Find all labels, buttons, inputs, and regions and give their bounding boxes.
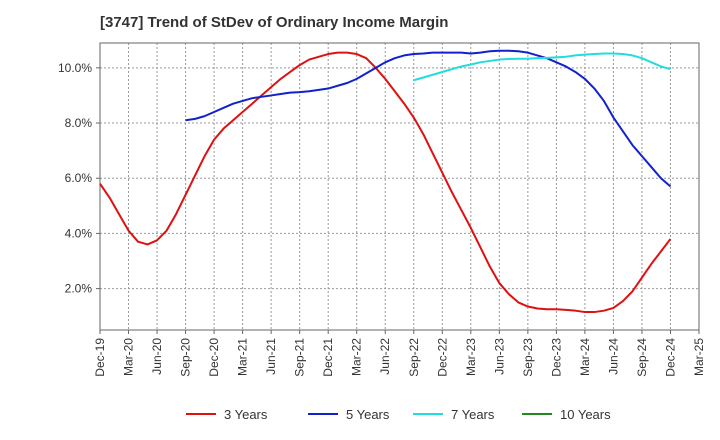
series-layer <box>99 49 672 314</box>
x-tick-label: Dec-22 <box>435 338 449 377</box>
x-tick-label: Jun-20 <box>150 338 164 375</box>
legend-label: 3 Years <box>224 407 268 422</box>
x-tick-label: Dec-23 <box>549 338 563 377</box>
x-tick-label: Dec-19 <box>93 338 107 377</box>
y-tick-label: 2.0% <box>65 282 93 296</box>
x-tick-label: Sep-21 <box>293 338 307 377</box>
x-tick-label: Jun-21 <box>264 338 278 375</box>
plot-frame <box>99 42 700 331</box>
x-tick-label: Sep-20 <box>179 338 193 377</box>
legend-label: 7 Years <box>451 407 495 422</box>
y-tick-label: 6.0% <box>65 171 93 185</box>
x-tick-label: Dec-21 <box>321 338 335 377</box>
y-tick-label: 10.0% <box>58 61 92 75</box>
y-tick-label: 4.0% <box>65 226 93 240</box>
x-tick-label: Sep-24 <box>635 338 649 377</box>
legend-label: 10 Years <box>560 407 611 422</box>
x-axis: Dec-19 Mar-20 Jun-20 Sep-20 Dec-20 Mar-21 Jun-… <box>93 330 706 377</box>
series-line-3-years <box>99 51 672 314</box>
y-axis: 2.0% 4.0% 6.0% 8.0% 10.0% <box>58 61 100 296</box>
x-tick-label: Sep-22 <box>407 338 421 377</box>
series-line-7-years <box>413 52 671 82</box>
y-tick-label: 8.0% <box>65 116 93 130</box>
x-tick-label: Mar-24 <box>578 338 592 376</box>
x-tick-label: Dec-20 <box>207 338 221 377</box>
x-tick-label: Jun-22 <box>378 338 392 375</box>
series-line-5-years <box>185 49 672 188</box>
x-tick-label: Sep-23 <box>521 338 535 377</box>
x-tick-label: Dec-24 <box>663 338 677 377</box>
x-tick-label: Mar-20 <box>122 338 136 376</box>
x-tick-label: Jun-24 <box>606 338 620 375</box>
x-tick-label: Jun-23 <box>492 338 506 375</box>
x-tick-label: Mar-22 <box>350 338 364 376</box>
chart-title: [3747] Trend of StDev of Ordinary Income… <box>100 14 449 31</box>
x-tick-label: Mar-25 <box>692 338 706 376</box>
legend: 3 Years 5 Years 7 Years 10 Years <box>186 407 611 422</box>
x-tick-label: Mar-21 <box>236 338 250 376</box>
legend-label: 5 Years <box>346 407 390 422</box>
x-tick-label: Mar-23 <box>464 338 478 376</box>
